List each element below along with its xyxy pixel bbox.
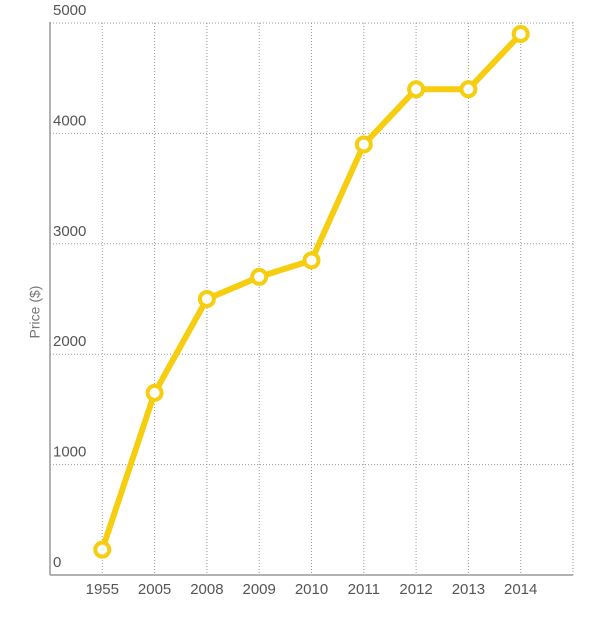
data-point: [145, 383, 164, 402]
data-point: [407, 80, 426, 99]
data-point: [302, 251, 321, 270]
x-tick-label: 2005: [138, 581, 171, 598]
y-tick-label: 4000: [53, 112, 86, 129]
data-point: [511, 25, 530, 44]
x-tick-label: 2008: [190, 581, 223, 598]
x-tick-label: 2011: [348, 581, 380, 598]
x-tick-label: 2009: [243, 581, 276, 598]
y-tick-label: 3000: [53, 223, 86, 240]
y-tick-label: 2000: [53, 333, 86, 350]
x-tick-label: 2013: [452, 581, 485, 598]
series-line: [99, 31, 523, 551]
y-tick-label: 5000: [53, 2, 86, 19]
data-point: [197, 290, 216, 308]
y-axis-label: Price ($): [27, 286, 43, 339]
x-tick-label: 1955: [86, 581, 119, 598]
x-tick-label: 2010: [295, 581, 328, 598]
y-tick-label: 1000: [53, 444, 86, 461]
data-point: [250, 267, 269, 286]
data-point: [354, 135, 373, 154]
y-tick-label: 0: [53, 554, 61, 571]
data-point: [93, 540, 112, 559]
x-tick-label: 2012: [399, 581, 432, 598]
data-point: [459, 80, 478, 99]
x-tick-label: 2014: [504, 581, 537, 598]
